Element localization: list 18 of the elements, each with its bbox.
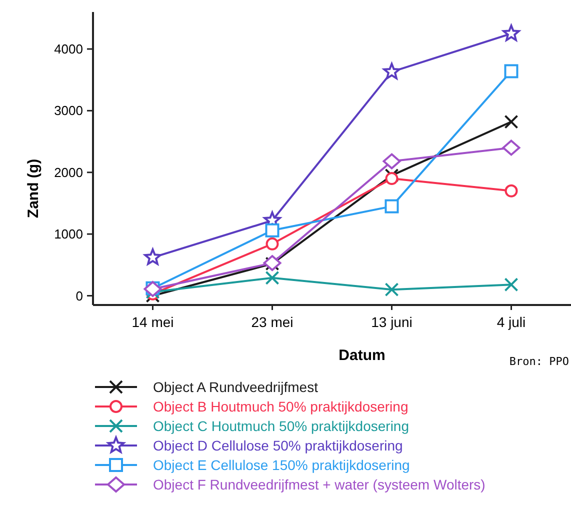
x-tick-label: 4 juli <box>496 314 526 330</box>
y-tick-label: 0 <box>76 288 83 304</box>
y-tick-label: 1000 <box>54 226 83 242</box>
y-tick-label: 4000 <box>54 42 83 57</box>
y-tick-label: 2000 <box>54 164 83 180</box>
x-tick-label: 13 juni <box>371 314 412 330</box>
x-tick-label: 14 mei <box>132 314 174 330</box>
legend-label: Object F Rundveedrijfmest + water (systeem Wolters) <box>153 476 486 492</box>
text: Bron: PPO <box>509 355 569 368</box>
y-axis-title: Zand (g) <box>25 158 42 218</box>
legend-label: Object C Houtmuch 50% praktijkdosering <box>153 418 410 434</box>
legend-label: Object A Rundveedrijfmest <box>153 378 318 395</box>
x-axis-title: Datum <box>338 347 386 364</box>
legend-label: Object E Cellulose 150% praktijkdosering <box>153 456 410 473</box>
x-tick-label: 23 mei <box>251 314 294 330</box>
y-tick-label: 3000 <box>54 103 83 118</box>
legend-label: Object D Cellulose 50% praktijkdosering <box>153 437 403 454</box>
legend-label: Object B Houtmuch 50% praktijkdosering <box>153 398 408 414</box>
